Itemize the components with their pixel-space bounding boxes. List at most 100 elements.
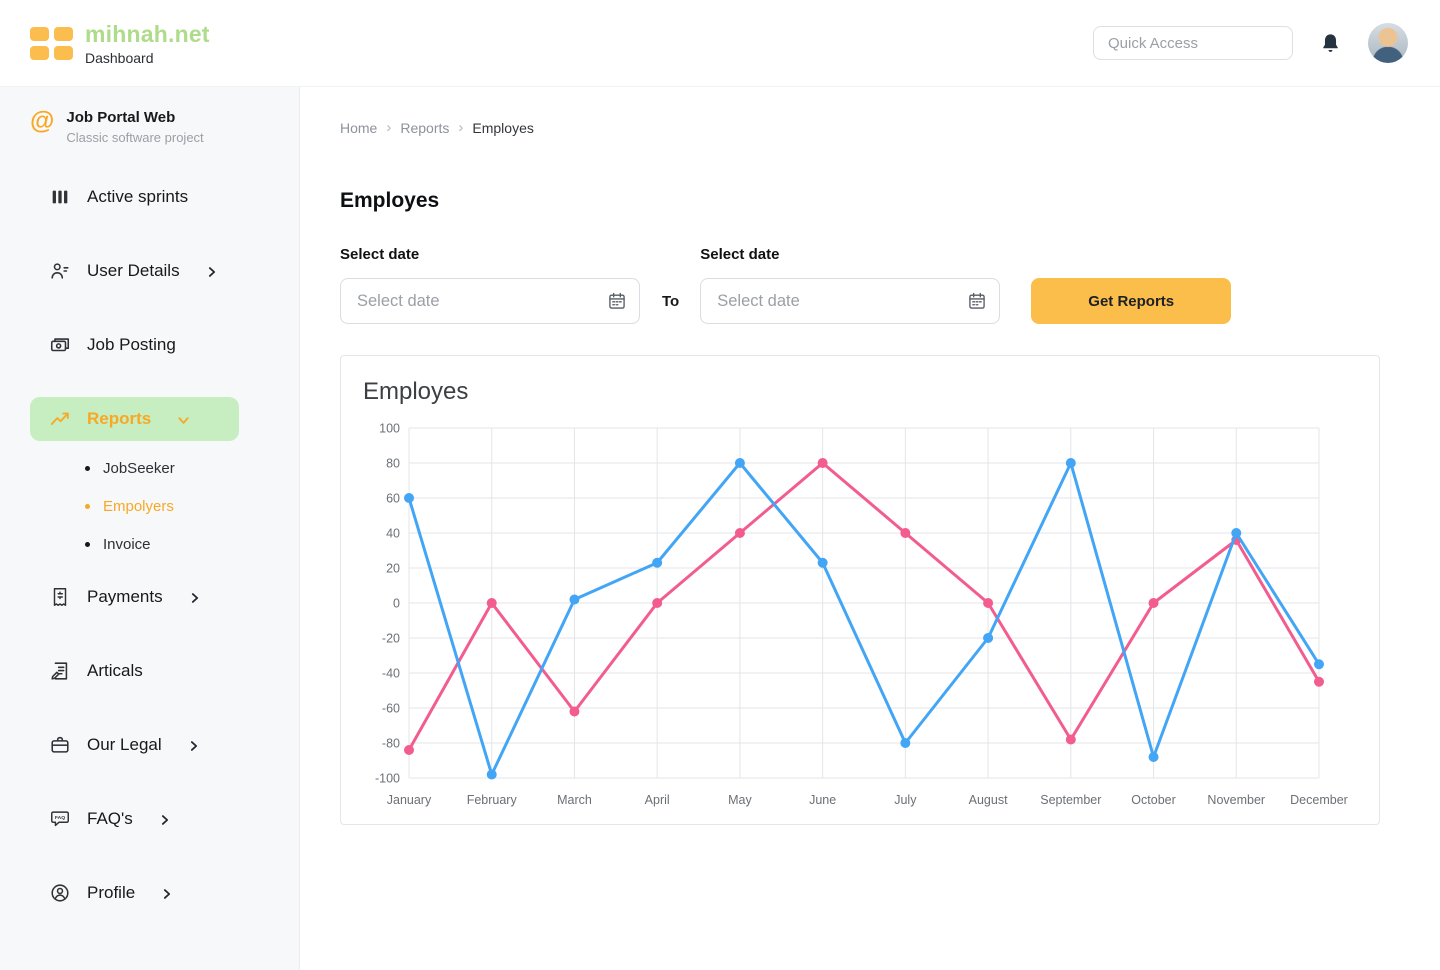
svg-text:March: March xyxy=(557,793,592,807)
chevron-right-icon xyxy=(188,591,202,605)
sidebar-item-job-posting[interactable]: Job Posting xyxy=(30,323,269,367)
chevron-right-icon xyxy=(187,739,201,753)
svg-text:40: 40 xyxy=(386,527,400,541)
calendar-icon[interactable] xyxy=(967,291,987,311)
logo-square xyxy=(30,45,49,60)
get-reports-button[interactable]: Get Reports xyxy=(1031,278,1232,324)
sidebar-item-label: Our Legal xyxy=(87,735,162,754)
brand: mihnah.net Dashboard xyxy=(30,21,210,66)
calendar-icon[interactable] xyxy=(607,291,627,311)
svg-text:September: September xyxy=(1040,793,1101,807)
date-from-group: Select date xyxy=(340,246,640,324)
breadcrumb-home[interactable]: Home xyxy=(340,119,378,136)
chevron-right-icon xyxy=(160,887,174,901)
sidebar-item-label: Job Posting xyxy=(87,335,176,354)
sidebar-subitem-jobseeker[interactable]: JobSeeker xyxy=(85,449,269,487)
chart-title: Employes xyxy=(363,378,469,405)
sidebar-item-label: FAQ's xyxy=(87,809,133,828)
svg-text:August: August xyxy=(969,793,1008,807)
active-sprints-icon xyxy=(48,186,72,208)
breadcrumb-current: Employes xyxy=(472,119,534,136)
faq-icon: FAQ xyxy=(48,808,72,830)
bullet-icon xyxy=(85,541,90,547)
payments-icon xyxy=(48,586,72,608)
submenu-item-label: Invoice xyxy=(103,535,151,553)
sidebar-item-reports[interactable]: Reports xyxy=(30,397,239,441)
sidebar-item-articals[interactable]: Articals xyxy=(30,649,269,693)
sidebar-item-label: User Details xyxy=(87,261,180,280)
brand-subtitle: Dashboard xyxy=(85,49,154,66)
svg-text:-20: -20 xyxy=(382,632,400,646)
sidebar-item-label: Profile xyxy=(87,883,136,902)
sidebar-item-active-sprints[interactable]: Active sprints xyxy=(30,175,269,219)
app-header: mihnah.net Dashboard xyxy=(0,0,1440,87)
svg-text:December: December xyxy=(1290,793,1348,807)
employes-chart-card: Employes 100 80 60 40 20 0 -20 -40 -60 -80 -100 Jan… xyxy=(340,355,1380,825)
articals-icon xyxy=(48,660,72,682)
breadcrumb-reports[interactable]: Reports xyxy=(400,119,450,136)
brand-name: mihnah.net xyxy=(85,20,210,47)
sidebar-item-label: Payments xyxy=(87,587,163,606)
svg-text:FAQ: FAQ xyxy=(55,815,65,821)
sidebar-item-label: Articals xyxy=(87,661,143,680)
logo-icon xyxy=(30,26,73,60)
svg-text:May: May xyxy=(728,793,752,807)
svg-text:April: April xyxy=(645,793,670,807)
svg-text:-60: -60 xyxy=(382,702,400,716)
sidebar-item-label: Reports xyxy=(87,409,152,428)
job-posting-icon xyxy=(48,334,72,356)
page-title: Employes xyxy=(340,189,440,212)
project-description: Classic software project xyxy=(66,130,204,145)
submenu-item-label: JobSeeker xyxy=(103,459,175,477)
submenu-item-label: Empolyers xyxy=(103,497,174,515)
svg-text:20: 20 xyxy=(386,562,400,576)
sidebar-item-faqs[interactable]: FAQ FAQ's xyxy=(30,797,269,841)
quick-access-input[interactable] xyxy=(1093,26,1293,60)
svg-text:-100: -100 xyxy=(375,772,400,786)
sidebar-item-label: Active sprints xyxy=(87,187,189,206)
date-to-input[interactable] xyxy=(700,278,1001,324)
chevron-right-icon xyxy=(205,265,219,279)
sidebar-item-payments[interactable]: Payments xyxy=(30,575,269,619)
svg-text:80: 80 xyxy=(386,457,400,471)
user-avatar[interactable] xyxy=(1368,23,1408,63)
sidebar-subitem-empolyers[interactable]: Empolyers xyxy=(85,487,269,525)
svg-text:November: November xyxy=(1207,793,1265,807)
sidebar: @ Job Portal Web Classic software projec… xyxy=(0,87,300,970)
svg-text:February: February xyxy=(467,793,518,807)
svg-text:60: 60 xyxy=(386,492,400,506)
svg-text:-80: -80 xyxy=(382,737,400,751)
logo-square xyxy=(30,26,49,41)
project-at-icon: @ xyxy=(30,107,55,135)
date-from-input[interactable] xyxy=(340,278,640,324)
to-label: To xyxy=(662,293,680,310)
svg-text:0: 0 xyxy=(393,597,400,611)
svg-text:100: 100 xyxy=(379,422,400,436)
sidebar-item-profile[interactable]: Profile xyxy=(30,871,269,915)
report-filters: Select date To Select date Get Reports xyxy=(340,246,1440,324)
logo-square xyxy=(54,26,73,41)
svg-text:June: June xyxy=(809,793,836,807)
bullet-icon xyxy=(85,465,90,471)
logo-square xyxy=(54,45,73,60)
reports-icon xyxy=(48,408,72,430)
employes-line-chart: 100 80 60 40 20 0 -20 -40 -60 -80 -100 January Febru… xyxy=(375,422,1348,808)
svg-text:July: July xyxy=(894,793,917,807)
breadcrumb-separator: › xyxy=(386,119,392,136)
sidebar-item-our-legal[interactable]: Our Legal xyxy=(30,723,269,767)
sidebar-item-user-details[interactable]: User Details xyxy=(30,249,269,293)
chevron-down-icon xyxy=(176,413,191,428)
notification-bell-icon[interactable] xyxy=(1319,32,1342,55)
date-from-label: Select date xyxy=(340,246,420,263)
bullet-icon xyxy=(85,503,90,509)
reports-submenu: JobSeeker Empolyers Invoice xyxy=(85,449,269,563)
sidebar-subitem-invoice[interactable]: Invoice xyxy=(85,525,269,563)
chevron-right-icon xyxy=(158,813,172,827)
date-to-group: Select date xyxy=(700,246,1001,324)
project-name: Job Portal Web xyxy=(66,109,176,126)
our-legal-icon xyxy=(48,734,72,756)
svg-text:January: January xyxy=(387,793,432,807)
project-header: @ Job Portal Web Classic software projec… xyxy=(30,107,269,146)
breadcrumb-separator: › xyxy=(458,119,464,136)
user-details-icon xyxy=(48,260,72,282)
